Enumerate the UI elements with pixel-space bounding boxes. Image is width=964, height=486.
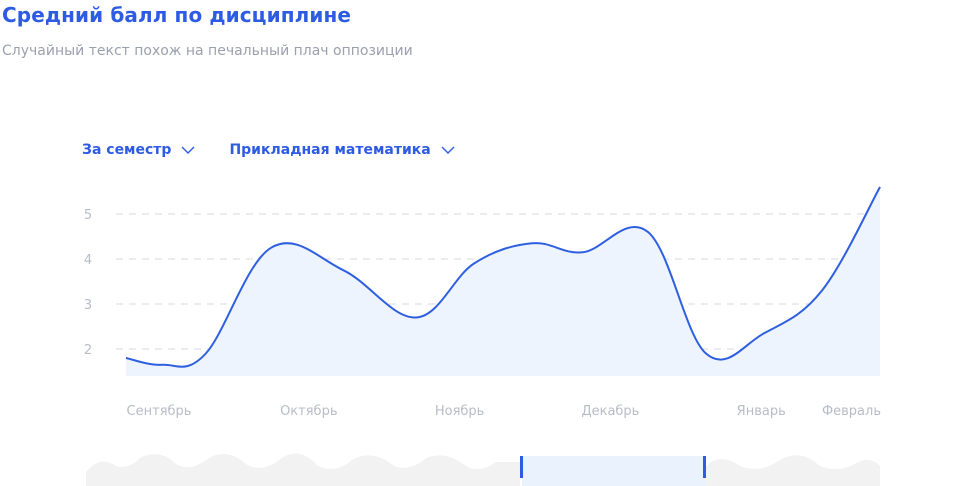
x-tick-label: Январь [737, 404, 786, 419]
series-line [125, 186, 881, 368]
navigator-left-handle[interactable] [520, 456, 523, 478]
filter-bar: За семестр Прикладная математика [82, 142, 455, 158]
y-tick-label: 2 [84, 343, 92, 358]
navigator-right-handle[interactable] [703, 456, 706, 478]
period-filter-dropdown[interactable]: За семестр [82, 142, 195, 158]
discipline-filter-dropdown[interactable]: Прикладная математика [229, 142, 455, 158]
chevron-down-icon [181, 146, 195, 154]
y-tick-label: 5 [84, 208, 92, 223]
navigator-selection[interactable] [522, 456, 706, 486]
area-fill [126, 187, 880, 376]
range-navigator[interactable] [86, 453, 880, 486]
chevron-down-icon [441, 146, 455, 154]
x-tick-label: Февраль [822, 404, 881, 419]
y-tick-label: 3 [84, 298, 92, 313]
x-axis: Сентябрь Октябрь Ноябрь Декабрь Январь Феврал… [127, 404, 881, 419]
x-tick-label: Октябрь [280, 404, 337, 419]
navigator-preview [86, 453, 520, 486]
discipline-filter-label: Прикладная математика [229, 142, 431, 158]
x-tick-label: Сентябрь [127, 404, 192, 419]
y-tick-label: 4 [84, 253, 92, 268]
chart-title: Средний балл по дисциплине [2, 3, 352, 27]
y-axis: 2 3 4 5 [84, 208, 92, 358]
x-tick-label: Ноябрь [435, 404, 484, 419]
x-tick-label: Декабрь [581, 404, 639, 419]
period-filter-label: За семестр [82, 142, 172, 158]
navigator-preview-right [706, 455, 880, 486]
chart-subtitle: Случайный текст похож на печальный плач … [2, 43, 413, 59]
